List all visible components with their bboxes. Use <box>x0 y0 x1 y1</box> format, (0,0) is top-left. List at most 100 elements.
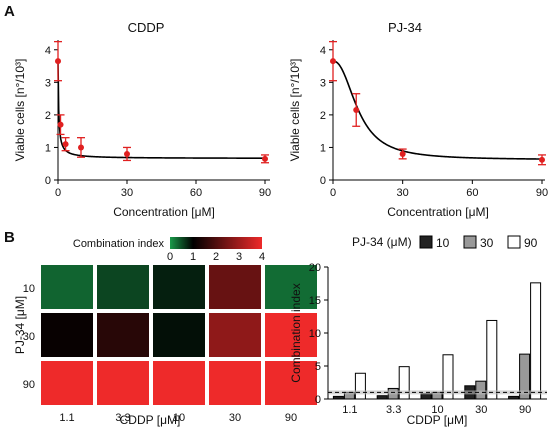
heatmap-cell <box>153 313 205 357</box>
legend-label: 10 <box>436 236 450 250</box>
colorbar-tick-label: 1 <box>190 251 196 263</box>
heatmap-cell <box>41 361 93 405</box>
y-tick-label: 3 <box>320 77 326 89</box>
colorbar <box>170 237 262 249</box>
colorbar-tick-label: 3 <box>236 251 242 263</box>
column-label: 30 <box>229 412 241 424</box>
legend-swatch <box>507 235 521 249</box>
y-tick-label: 15 <box>309 295 321 307</box>
y-tick-label: 20 <box>309 262 321 274</box>
x-tick-label: 30 <box>121 187 133 199</box>
legend-swatch <box>463 235 477 249</box>
heatmap-cell <box>209 313 261 357</box>
x-tick-label: 60 <box>466 187 478 199</box>
x-tick-label: 30 <box>397 187 409 199</box>
x-tick-label: 90 <box>259 187 271 199</box>
data-point <box>399 150 406 157</box>
data-point <box>57 121 64 128</box>
bar <box>475 380 487 400</box>
x-tick-label: 3.3 <box>386 404 401 416</box>
heatmap-cell <box>265 265 317 309</box>
heatmap-cell <box>41 313 93 357</box>
chart-title: CDDP <box>128 20 165 35</box>
heatmap-cell <box>97 265 149 309</box>
x-tick-label: 90 <box>519 404 531 416</box>
row-label: 10 <box>23 283 35 295</box>
heatmap-cell <box>153 361 205 405</box>
colorbar-tick-label: 2 <box>213 251 219 263</box>
pj34-viability-chart: PJ-34 Concentration [μM] Viable cells [n… <box>288 20 548 219</box>
y-tick-label: 2 <box>320 110 326 122</box>
colorbar-tick-label: 0 <box>167 251 173 263</box>
y-tick-label: 4 <box>45 45 51 57</box>
bar <box>332 395 344 400</box>
row-label: 30 <box>23 331 35 343</box>
heatmap-cell <box>41 265 93 309</box>
x-tick-label: 60 <box>190 187 202 199</box>
legend-label: 90 <box>524 236 538 250</box>
bar <box>530 282 542 400</box>
bar <box>508 395 520 400</box>
y-tick-label: 0 <box>315 394 321 406</box>
x-tick-label: 90 <box>536 187 548 199</box>
heatmap-cell <box>97 361 149 405</box>
heatmap-cell <box>265 313 317 357</box>
panel-b-letter: B <box>4 229 15 246</box>
combination-index-bar-chart: PJ-34 (μM) CDDP [μM] Combination index 1… <box>289 235 547 427</box>
bar <box>376 395 388 400</box>
data-point <box>539 156 545 163</box>
x-axis-label: CDDP [μM] <box>120 413 181 427</box>
y-tick-label: 3 <box>45 77 51 89</box>
y-tick-label: 0 <box>320 175 326 187</box>
y-axis-label: PJ-34 [μM] <box>13 296 27 354</box>
fit-curve <box>57 60 265 159</box>
x-tick-label: 0 <box>55 187 61 199</box>
data-point <box>262 155 268 162</box>
x-tick-label: 30 <box>475 404 487 416</box>
y-tick-label: 10 <box>309 328 321 340</box>
y-tick-label: 5 <box>315 361 321 373</box>
y-tick-label: 4 <box>320 45 326 57</box>
column-label: 90 <box>285 412 297 424</box>
combination-index-heatmap: Combination index PJ-34 [μM] CDDP [μM] 0… <box>13 237 317 427</box>
legend-title: PJ-34 (μM) <box>352 235 412 249</box>
y-tick-label: 0 <box>45 175 51 187</box>
heatmap-cell <box>209 265 261 309</box>
reference-band <box>329 390 547 395</box>
data-point <box>124 150 130 157</box>
x-tick-label: 0 <box>330 187 336 199</box>
data-point <box>55 58 61 65</box>
panel-a-letter: A <box>4 3 15 20</box>
data-point <box>330 58 336 65</box>
data-point <box>353 107 360 113</box>
bar <box>354 372 366 400</box>
bar <box>420 393 432 400</box>
bar <box>486 319 498 400</box>
y-tick-label: 1 <box>320 142 326 154</box>
heatmap-cell <box>265 361 317 405</box>
x-axis-label: CDDP [μM] <box>407 413 468 427</box>
column-label: 1.1 <box>59 412 74 424</box>
column-label: 3.3 <box>115 412 130 424</box>
y-axis-label: Viable cells [n°/10³] <box>288 59 302 162</box>
x-axis-label: Concentration [μM] <box>387 205 489 219</box>
legend-label: 30 <box>480 236 494 250</box>
data-point <box>78 144 84 151</box>
chart-title: PJ-34 <box>388 20 422 35</box>
bar <box>519 353 531 400</box>
cddp-viability-chart: CDDP Concentration [μM] Viable cells [n°… <box>13 20 271 219</box>
y-axis-label: Viable cells [n°/10³] <box>13 59 27 162</box>
legend-swatch <box>419 235 433 249</box>
heatmap-cell <box>209 361 261 405</box>
x-axis-label: Concentration [μM] <box>113 205 215 219</box>
y-tick-label: 1 <box>45 142 51 154</box>
column-label: 10 <box>173 412 185 424</box>
heatmap-cell <box>153 265 205 309</box>
bar <box>398 366 410 400</box>
heatmap-cell <box>97 313 149 357</box>
row-label: 90 <box>23 379 35 391</box>
x-tick-label: 10 <box>431 404 443 416</box>
y-axis-label: Combination index <box>289 283 303 382</box>
y-tick-label: 2 <box>45 110 51 122</box>
